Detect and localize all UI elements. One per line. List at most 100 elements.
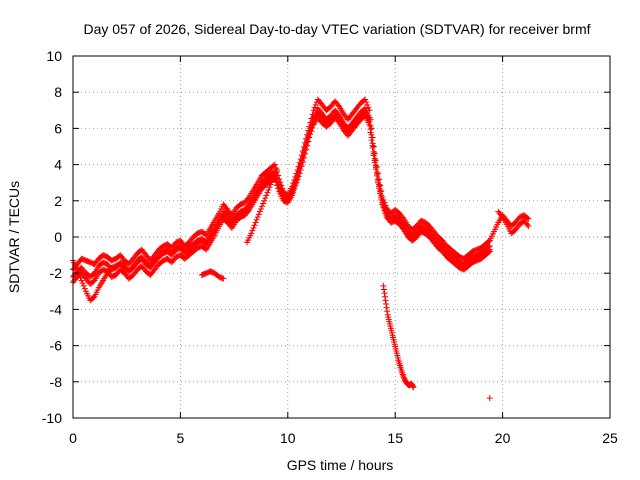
x-tick-label: 20: [495, 430, 511, 446]
data-point: [372, 164, 379, 171]
series-track-g: [380, 282, 417, 391]
data-point: [375, 177, 382, 184]
data-point: [524, 214, 531, 221]
data-point: [306, 130, 313, 137]
data-point: [292, 181, 299, 188]
data-point: [335, 102, 342, 109]
data-point: [498, 212, 505, 219]
data-point: [252, 219, 259, 226]
y-axis-label: SDTVAR / TECUs: [6, 181, 22, 293]
data-point: [264, 189, 271, 196]
data-point: [255, 211, 262, 218]
data-point: [409, 383, 416, 390]
data-point: [370, 150, 377, 157]
data-point: [278, 190, 285, 197]
y-tick-label: 4: [54, 157, 62, 173]
data-point: [307, 127, 314, 134]
series-track-a: [70, 96, 493, 273]
data-point: [384, 308, 391, 315]
y-tick-label: 10: [46, 48, 62, 64]
x-tick-label: 25: [602, 430, 618, 446]
data-point: [261, 197, 268, 204]
data-point: [485, 238, 492, 245]
data-point: [299, 155, 306, 162]
data-point: [382, 297, 389, 304]
data-point: [371, 157, 378, 164]
data-point: [300, 151, 307, 158]
data-point: [293, 177, 300, 184]
data-point: [369, 142, 376, 149]
x-tick-label: 5: [177, 430, 185, 446]
data-point: [274, 178, 281, 185]
data-point: [90, 294, 97, 301]
data-point: [78, 277, 85, 284]
data-point: [274, 167, 281, 174]
data-point: [410, 384, 417, 391]
data-point: [485, 247, 492, 254]
data-point: [525, 215, 532, 222]
data-point: [365, 104, 372, 111]
axis-ticks: 0 5 10 15 20 25 -10 -8 -6 -4 -2 0 2 4 6 8 10: [42, 48, 618, 446]
data-point: [276, 185, 283, 192]
data-point: [309, 121, 316, 128]
data-point: [271, 161, 278, 168]
data-point: [81, 285, 88, 292]
data-point: [379, 199, 386, 206]
data-point: [289, 190, 296, 197]
data-point: [381, 205, 388, 212]
data-point: [399, 223, 406, 230]
y-tick-label: 2: [54, 193, 62, 209]
data-point: [256, 208, 263, 215]
series-track-j: [486, 395, 493, 402]
data-point: [265, 186, 272, 193]
data-point: [362, 96, 369, 103]
data-point: [267, 181, 274, 188]
chart-title: Day 057 of 2026, Sidereal Day-to-day VTE…: [83, 21, 590, 37]
data-point: [77, 274, 84, 281]
x-tick-label: 15: [387, 430, 403, 446]
data-point: [79, 280, 86, 287]
data-point: [381, 293, 388, 300]
data-point: [245, 204, 252, 211]
data-point: [279, 193, 286, 200]
y-tick-label: -10: [42, 410, 62, 426]
data-point: [486, 395, 493, 402]
data-point: [254, 214, 261, 221]
data-point: [373, 171, 380, 178]
series-track-d: [70, 109, 493, 280]
data-point: [76, 272, 83, 279]
data-point: [378, 194, 385, 201]
data-point: [253, 216, 260, 223]
data-point: [290, 187, 297, 194]
data-point: [486, 246, 493, 253]
data-point: [259, 203, 266, 210]
data-point: [335, 114, 342, 121]
series-track-e: [198, 268, 227, 282]
data-point: [367, 126, 374, 133]
data-point: [525, 223, 532, 230]
data-point: [303, 143, 310, 150]
y-tick-label: -2: [50, 265, 63, 281]
data-point: [263, 192, 270, 199]
data-markers: [70, 96, 532, 402]
data-point: [297, 163, 304, 170]
data-point: [248, 230, 255, 237]
data-point: [301, 147, 308, 154]
y-tick-label: -6: [50, 338, 63, 354]
data-point: [257, 205, 264, 212]
x-tick-label: 10: [280, 430, 296, 446]
data-point: [370, 143, 377, 150]
data-point: [364, 101, 371, 108]
data-point: [308, 124, 315, 131]
data-point: [363, 99, 370, 106]
y-tick-label: 0: [54, 229, 62, 245]
data-point: [381, 290, 388, 297]
data-point: [524, 221, 531, 228]
data-point: [266, 184, 273, 191]
data-point: [291, 184, 298, 191]
data-point: [249, 227, 256, 234]
data-point: [380, 282, 387, 289]
data-point: [250, 224, 257, 231]
data-point: [311, 104, 318, 111]
data-point: [383, 300, 390, 307]
